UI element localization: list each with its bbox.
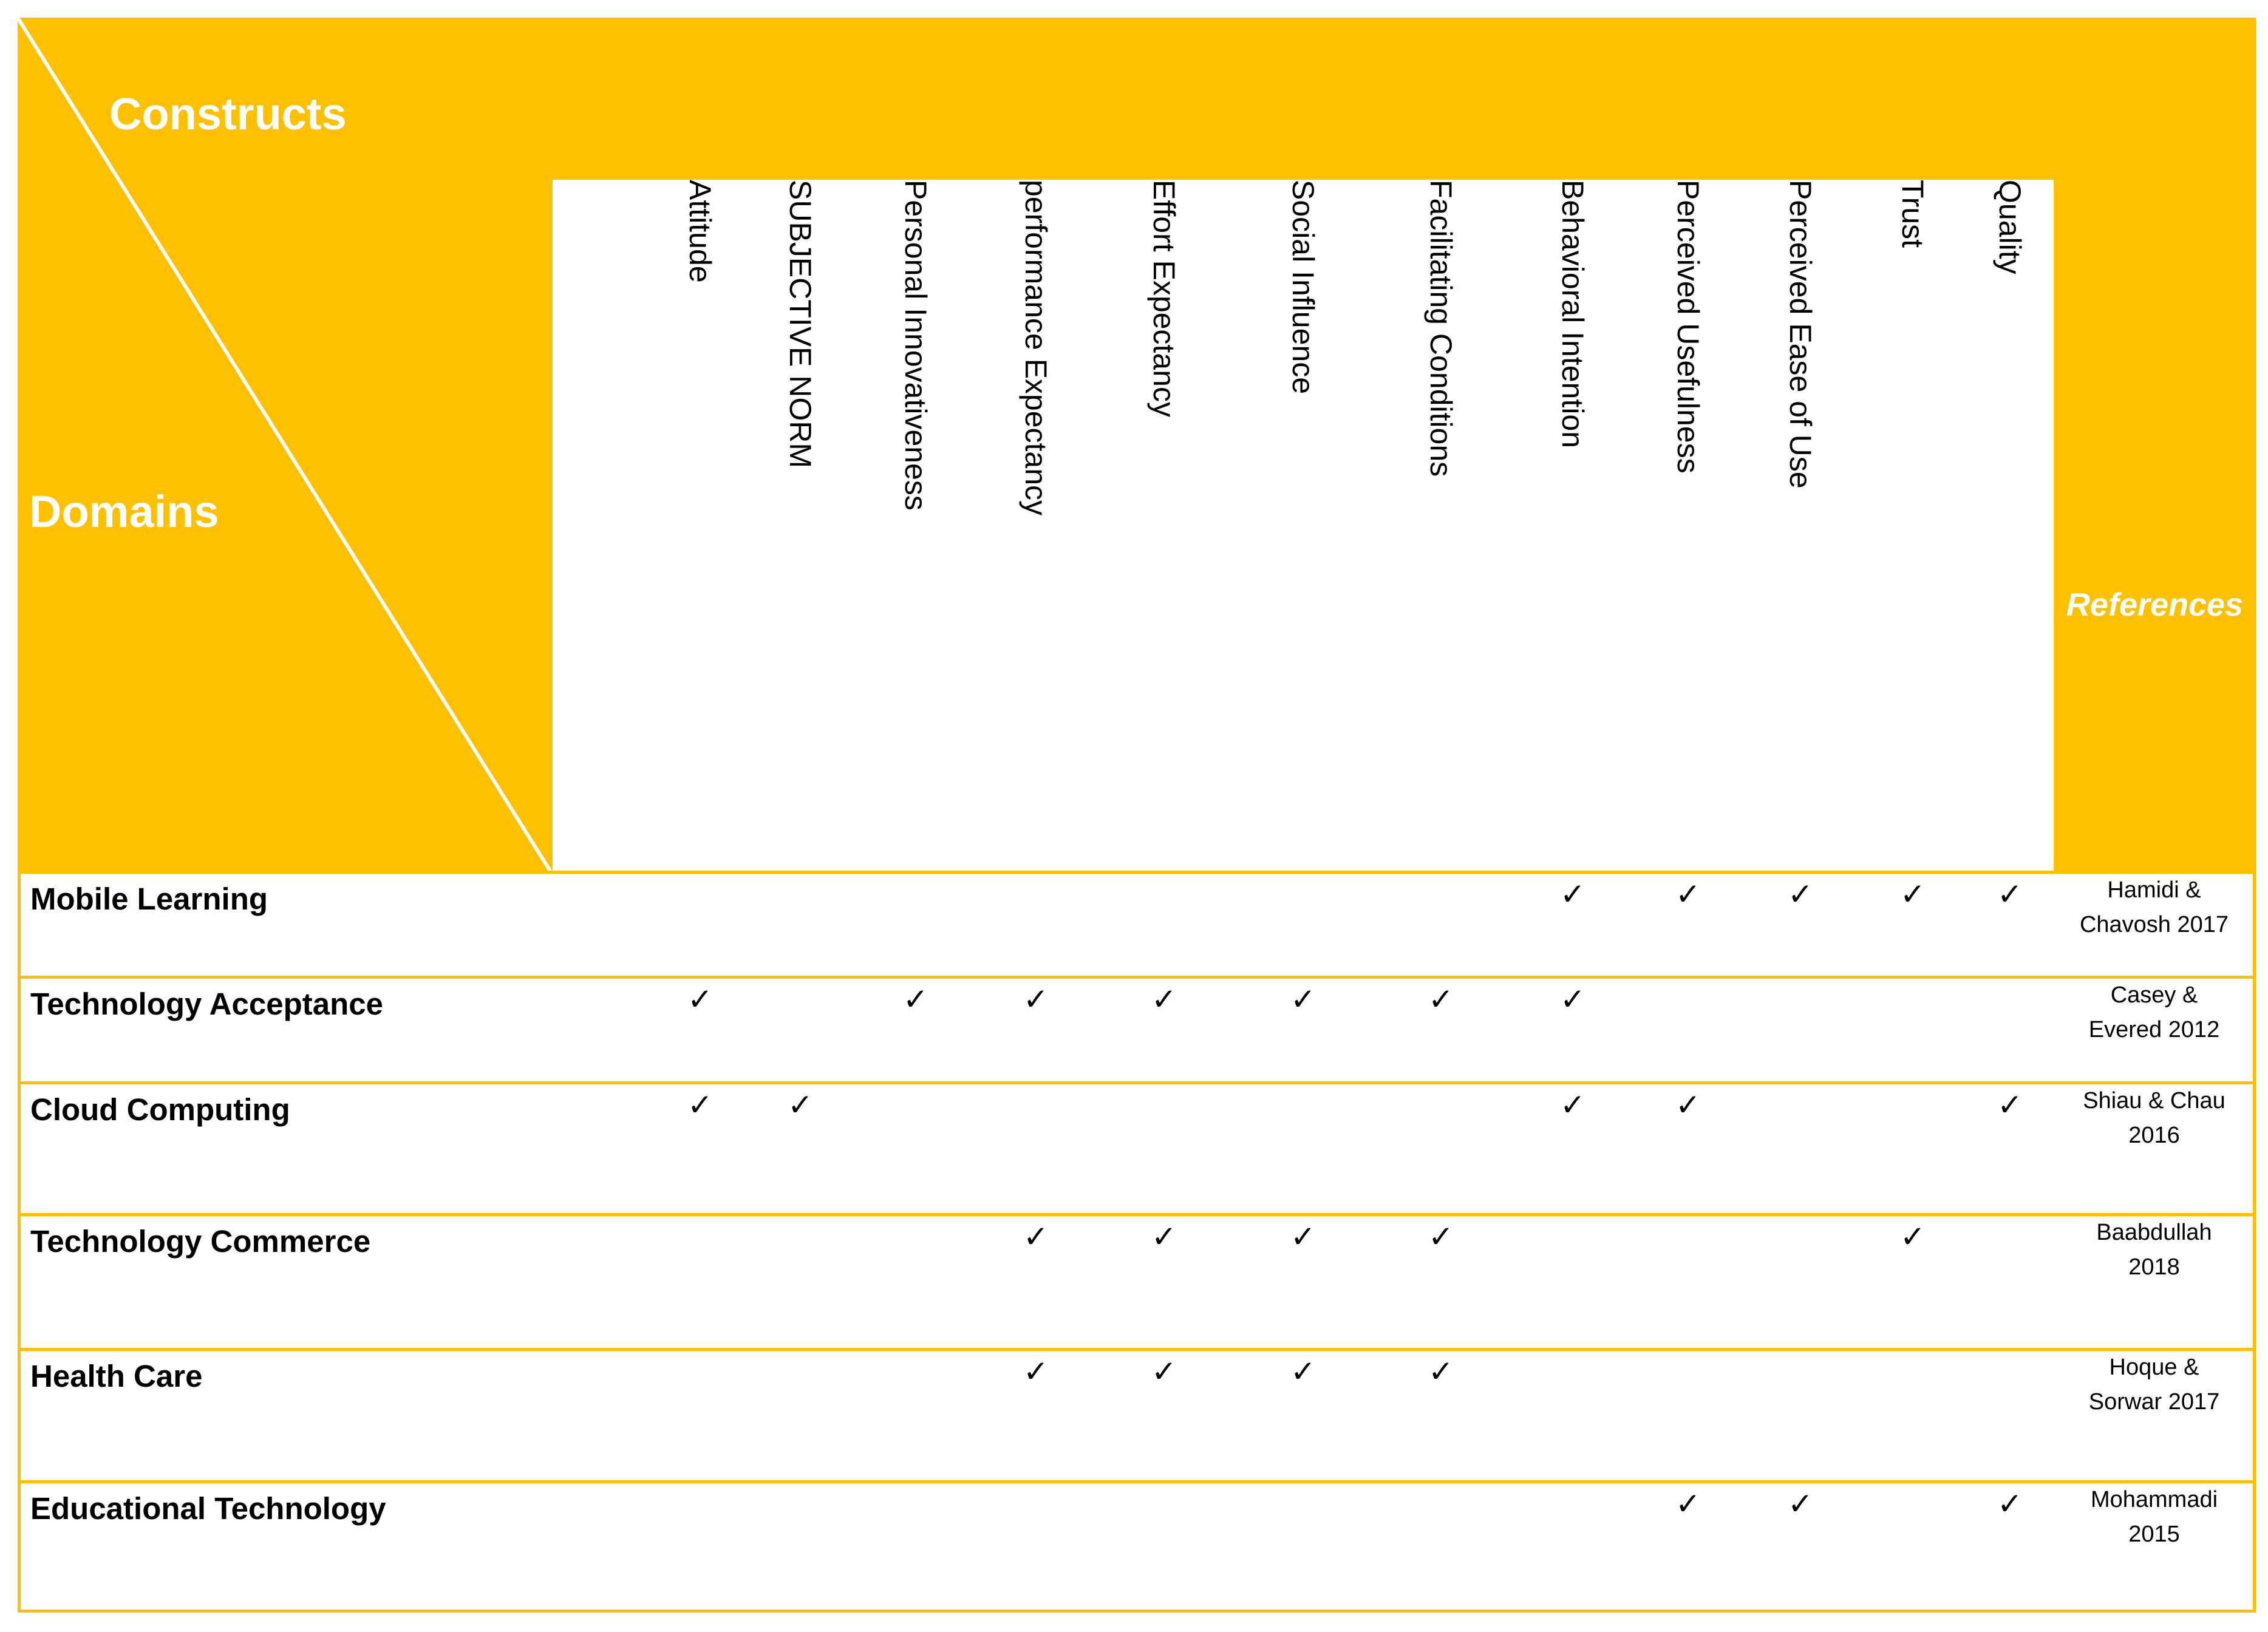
check-icon: ✓ xyxy=(1900,1220,1926,1254)
column-header: Attitude xyxy=(683,180,717,283)
column-header: Quality xyxy=(1993,180,2027,274)
reference-cell: Baabdullah 2018 xyxy=(2062,1216,2247,1285)
check-icon: ✓ xyxy=(788,1088,813,1122)
check-icon: ✓ xyxy=(1290,982,1316,1016)
check-icon: ✓ xyxy=(1560,982,1585,1016)
references-label: References xyxy=(2066,586,2244,623)
check-icon: ✓ xyxy=(687,1088,713,1122)
check-icon: ✓ xyxy=(1900,877,1926,911)
check-icon: ✓ xyxy=(1675,877,1701,911)
reference-line: 2015 xyxy=(2128,1521,2180,1547)
column-header: Trust xyxy=(1896,180,1930,248)
domain-label: Health Care xyxy=(30,1359,203,1393)
reference-line: Sorwar 2017 xyxy=(2088,1389,2220,1415)
reference-line: Chavosh 2017 xyxy=(2079,912,2229,937)
reference-line: 2018 xyxy=(2128,1254,2180,1280)
check-icon: ✓ xyxy=(1788,1487,1813,1521)
check-icon: ✓ xyxy=(1428,1355,1454,1389)
row-divider xyxy=(18,1348,2256,1351)
domain-label: Technology Commerce xyxy=(30,1224,371,1259)
diagonal-divider xyxy=(18,18,553,872)
domain-label: Cloud Computing xyxy=(30,1092,290,1127)
check-icon: ✓ xyxy=(1023,982,1049,1016)
reference-line: Casey & xyxy=(2110,982,2198,1008)
column-header: Facilitating Conditions xyxy=(1424,180,1458,477)
domain-label: Educational Technology xyxy=(30,1491,386,1526)
reference-cell: Hamidi & Chavosh 2017 xyxy=(2062,873,2247,942)
row-divider xyxy=(18,1081,2256,1084)
header-columns-area xyxy=(553,180,2054,872)
check-icon: ✓ xyxy=(1023,1355,1049,1389)
check-icon: ✓ xyxy=(903,982,928,1016)
domains-label: Domains xyxy=(29,486,219,537)
check-icon: ✓ xyxy=(1023,1220,1049,1254)
check-icon: ✓ xyxy=(687,982,713,1016)
constructs-label: Constructs xyxy=(109,89,347,139)
reference-cell: Shiau & Chau 2016 xyxy=(2062,1084,2247,1153)
column-header: performance Expectancy xyxy=(1019,180,1053,516)
check-icon: ✓ xyxy=(1560,1088,1585,1122)
check-icon: ✓ xyxy=(1151,982,1177,1016)
column-header: Personal Innovativeness xyxy=(899,180,933,511)
column-header: Social Influence xyxy=(1286,180,1320,395)
check-icon: ✓ xyxy=(1151,1355,1177,1389)
check-icon: ✓ xyxy=(1675,1088,1701,1122)
check-icon: ✓ xyxy=(1560,877,1585,911)
check-icon: ✓ xyxy=(1997,877,2023,911)
reference-line: Shiau & Chau xyxy=(2083,1088,2225,1114)
domain-label: Technology Acceptance xyxy=(30,987,383,1021)
reference-cell: Mohammadi 2015 xyxy=(2062,1483,2247,1552)
column-header: Effort Expectancy xyxy=(1147,180,1181,417)
column-header: Perceived Ease of Use xyxy=(1783,180,1817,489)
check-icon: ✓ xyxy=(1428,982,1454,1016)
reference-line: Evered 2012 xyxy=(2088,1017,2220,1042)
row-divider xyxy=(18,1213,2256,1216)
domain-label: Mobile Learning xyxy=(30,882,268,916)
reference-line: Baabdullah xyxy=(2096,1220,2212,1245)
column-header: Perceived Usefulness xyxy=(1671,180,1705,474)
row-divider xyxy=(18,976,2256,979)
check-icon: ✓ xyxy=(1997,1487,2023,1521)
row-divider xyxy=(18,1480,2256,1483)
reference-cell: Hoque & Sorwar 2017 xyxy=(2062,1350,2247,1420)
check-icon: ✓ xyxy=(1788,877,1813,911)
check-icon: ✓ xyxy=(1290,1220,1316,1254)
check-icon: ✓ xyxy=(1997,1088,2023,1122)
reference-line: Mohammadi xyxy=(2090,1487,2218,1512)
check-icon: ✓ xyxy=(1675,1487,1701,1521)
reference-line: Hamidi & xyxy=(2107,877,2201,903)
reference-line: Hoque & xyxy=(2109,1355,2199,1380)
check-icon: ✓ xyxy=(1290,1355,1316,1389)
reference-cell: Casey & Evered 2012 xyxy=(2062,978,2247,1047)
check-icon: ✓ xyxy=(1151,1220,1177,1254)
column-header: SUBJECTIVE NORM xyxy=(783,180,817,469)
check-icon: ✓ xyxy=(1428,1220,1454,1254)
row-divider xyxy=(18,871,2256,874)
column-header: Behavioral Intention xyxy=(1556,180,1590,448)
reference-line: 2016 xyxy=(2128,1123,2180,1148)
